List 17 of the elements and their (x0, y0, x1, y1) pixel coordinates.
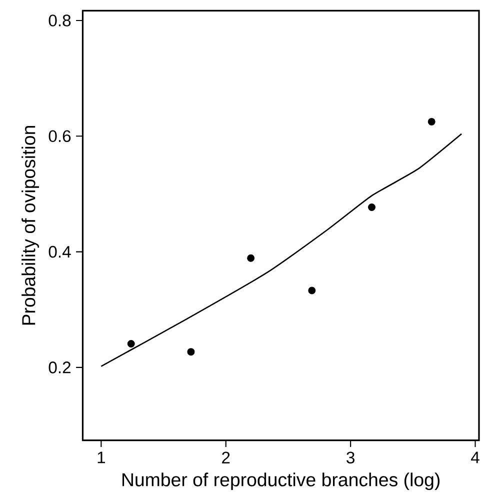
point (187, 348, 195, 356)
y-tick-label: 0.2 (48, 362, 70, 374)
point (308, 286, 316, 294)
line-series (100, 133, 462, 368)
point (127, 340, 135, 348)
y-axis-title: Probability of oviposition (22, 126, 39, 325)
x-tick-label: 4 (470, 452, 480, 464)
point (428, 118, 436, 126)
y-tick-label: 0.6 (48, 130, 71, 142)
x-tick-label: 3 (346, 452, 354, 464)
x-tick-label: 1 (98, 452, 105, 464)
y-tick-label: 0.8 (48, 14, 71, 27)
point (368, 204, 376, 212)
y-tick-label: 0.4 (48, 246, 71, 258)
x-tick-label: 2 (222, 452, 230, 464)
x-axis-title: Number of reproductive branches (log) (122, 472, 440, 490)
point (247, 254, 255, 262)
